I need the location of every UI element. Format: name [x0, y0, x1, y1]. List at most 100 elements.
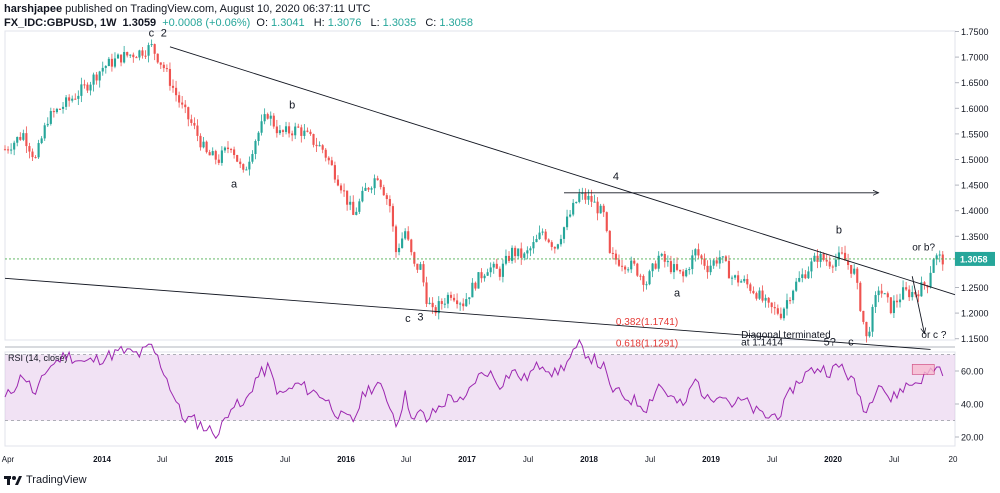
candle-body: [83, 84, 86, 86]
candle-body: [932, 259, 935, 273]
candle-body: [168, 68, 172, 86]
open-label: O:: [256, 17, 269, 29]
candle-body: [712, 260, 715, 266]
candle-body: [587, 195, 590, 200]
wave-annotation: c: [149, 28, 155, 40]
candle-body: [831, 266, 834, 268]
candle-body: [388, 199, 391, 207]
candle-body: [911, 292, 914, 298]
price-pane-border: [4, 30, 956, 341]
candle-body: [401, 238, 404, 248]
candle-body: [633, 260, 636, 264]
candle-body: [336, 179, 340, 186]
rsi-axis-label: 20.00: [961, 433, 984, 443]
candle-body: [379, 180, 382, 188]
chart-header: harshjapee published on TradingView.com,…: [4, 2, 479, 30]
high-label: H:: [313, 17, 325, 29]
candle-body: [788, 300, 792, 302]
candle-body: [498, 268, 501, 277]
candle-body: [22, 133, 25, 140]
low-label: L:: [370, 17, 380, 29]
candle-body: [159, 62, 162, 65]
candle-body: [718, 257, 721, 264]
candle-body: [309, 131, 312, 135]
candle-body: [245, 169, 248, 171]
candle-body: [898, 299, 902, 303]
candle-body: [593, 201, 596, 203]
candle-body: [233, 149, 236, 156]
candle-body: [440, 301, 443, 304]
candle-body: [113, 58, 117, 67]
candle-body: [798, 277, 801, 282]
candle-body: [65, 97, 68, 107]
candle-body: [312, 134, 315, 145]
price-axis-label: 1.6500: [961, 78, 989, 88]
candle-body: [266, 114, 269, 119]
rsi-band: [5, 354, 955, 421]
candle-body: [324, 149, 327, 158]
candle-body: [752, 290, 755, 294]
candle-body: [291, 133, 294, 136]
candle-body: [581, 192, 584, 194]
candle-body: [272, 115, 275, 127]
candle-body: [129, 54, 132, 56]
trendline: [4, 277, 931, 350]
candle-body: [843, 252, 847, 261]
candle-body: [733, 275, 737, 278]
candle-body: [761, 290, 764, 301]
rsi-axis-label: 40.00: [961, 400, 984, 410]
wave-annotation: or b?: [912, 243, 935, 254]
wave-annotation: c: [848, 336, 854, 348]
price-axis-label: 1.7500: [961, 27, 989, 37]
candle-body: [758, 290, 761, 299]
candle-body: [58, 108, 62, 110]
candles-group: [3, 39, 944, 343]
candle-body: [370, 188, 373, 190]
candle-body: [248, 161, 251, 170]
time-axis-label: Jul: [767, 455, 777, 464]
candle-body: [123, 52, 126, 63]
candle-body: [602, 205, 605, 213]
candle-body: [685, 269, 688, 277]
wave-annotation: 5?: [824, 336, 836, 348]
candle-body: [205, 141, 208, 153]
wave-annotation: c: [405, 313, 411, 325]
candle-body: [544, 231, 547, 240]
candle-body: [895, 300, 899, 303]
candle-body: [226, 147, 230, 150]
trendline: [169, 46, 956, 296]
candle-body: [391, 206, 395, 227]
candle-body: [804, 274, 807, 279]
candle-body: [828, 261, 831, 267]
candle-body: [92, 74, 95, 85]
candle-body: [422, 264, 425, 283]
last-price-label: 1.3058: [960, 254, 988, 264]
candle-body: [254, 141, 257, 155]
candle-body: [556, 244, 559, 249]
candle-body: [208, 152, 211, 156]
candle-body: [709, 265, 712, 273]
candle-body: [810, 261, 813, 272]
candle-body: [184, 104, 187, 108]
candle-body: [223, 147, 227, 151]
time-axis-label: 2020: [824, 455, 842, 464]
candle-body: [49, 111, 52, 124]
candle-body: [886, 293, 889, 298]
candle-body: [492, 263, 495, 268]
candle-body: [672, 264, 676, 273]
candle-body: [507, 255, 511, 261]
candle-body: [624, 266, 627, 270]
candle-body: [501, 263, 504, 277]
candle-body: [297, 126, 300, 128]
publisher-user: harshjapee: [4, 3, 63, 15]
candle-body: [850, 264, 853, 274]
candle-body: [34, 157, 37, 159]
footer-brand[interactable]: TradingView: [4, 474, 87, 486]
candle-body: [688, 269, 691, 271]
candle-body: [71, 98, 74, 101]
candle-body: [691, 255, 694, 270]
candle-body: [938, 254, 941, 256]
candle-body: [251, 154, 254, 162]
candle-body: [645, 284, 648, 286]
